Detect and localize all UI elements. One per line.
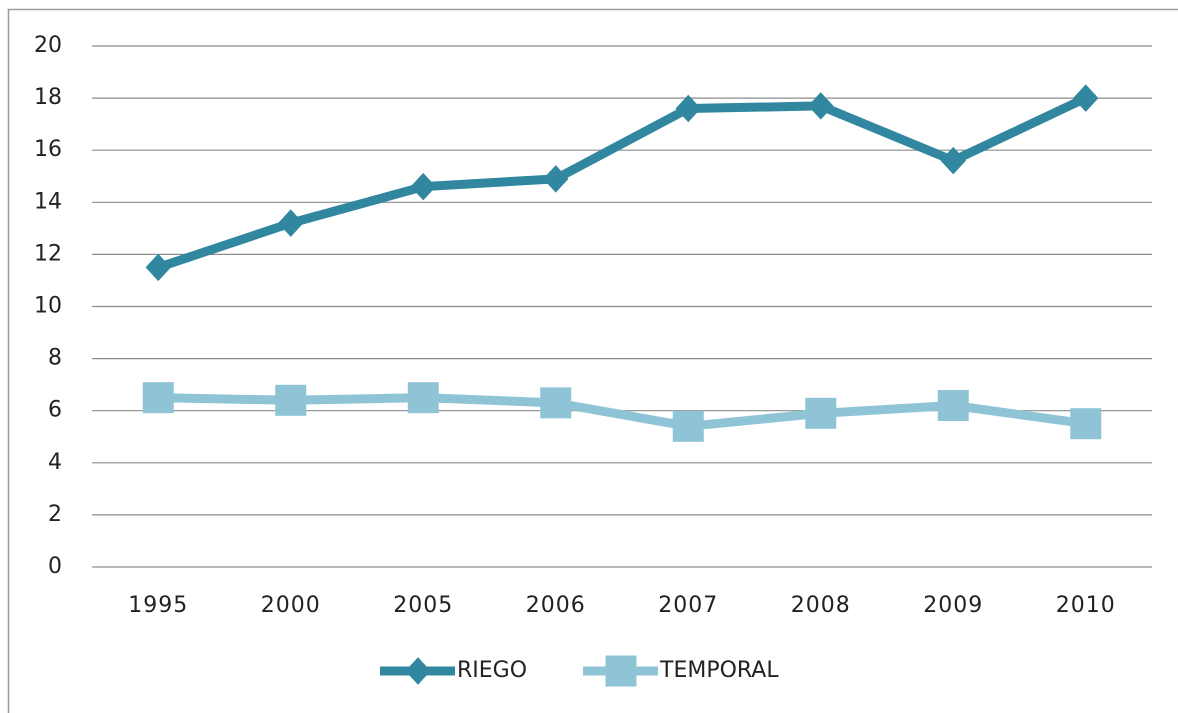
data-point [278,209,304,237]
y-tick-label: 2 [48,502,62,527]
y-tick-label: 0 [48,554,62,579]
y-tick-label: 16 [34,137,62,162]
x-tick-label: 2010 [1056,593,1116,618]
x-tick-label: 2008 [791,593,851,618]
data-point [805,397,837,429]
data-point [145,253,171,282]
data-point [543,165,569,193]
x-tick-label: 2007 [658,593,718,618]
x-tick-label: 2006 [526,593,586,618]
data-point [1070,408,1102,440]
data-point [275,384,307,416]
y-tick-label: 14 [34,189,62,214]
y-tick-label: 20 [34,33,62,58]
data-point [672,410,704,442]
x-tick-label: 2000 [261,593,321,618]
legend-marker [405,657,431,685]
legend-label: TEMPORAL [659,658,779,683]
legend-marker [605,655,637,687]
data-point [410,172,436,201]
data-point [808,92,834,120]
data-point [407,382,439,414]
data-point [675,94,701,123]
y-tick-label: 6 [48,398,62,423]
legend-label: RIEGO [457,658,527,683]
y-tick-label: 8 [48,346,62,371]
chart-frame [7,8,1178,713]
data-point [142,382,174,414]
data-point [540,387,572,419]
data-point [940,146,966,175]
y-tick-label: 18 [34,85,62,110]
data-point [937,389,969,421]
y-tick-label: 10 [34,294,62,319]
x-tick-label: 2009 [923,593,983,618]
x-tick-label: 2005 [393,593,453,618]
y-tick-label: 12 [34,241,62,266]
series-line [156,94,1088,272]
series-line [158,393,1087,431]
x-tick-label: 1995 [128,593,188,618]
y-tick-label: 4 [48,450,62,475]
data-point [1073,84,1099,112]
